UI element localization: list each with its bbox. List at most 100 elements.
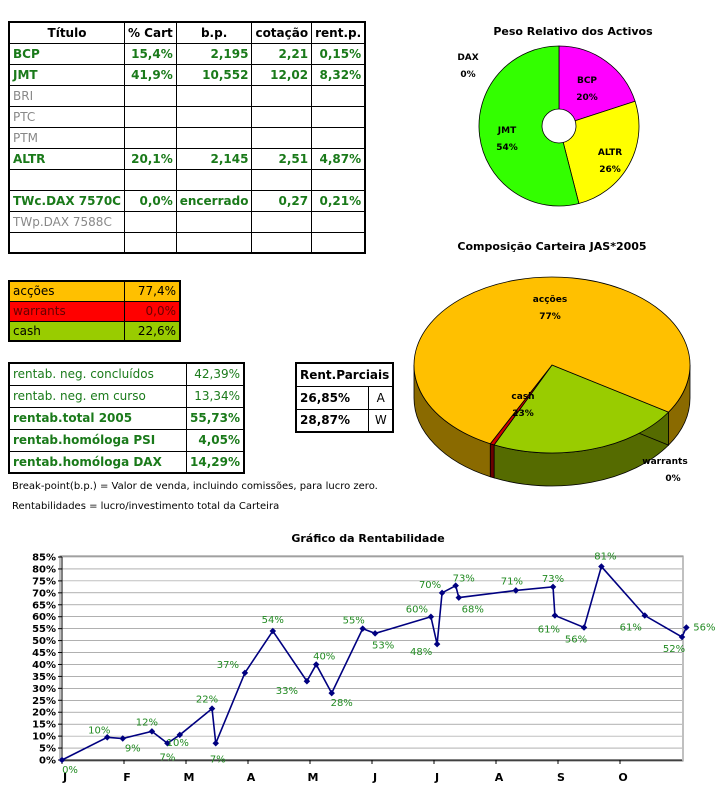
- cell-titulo: [8, 231, 125, 254]
- pie-slice-jmt: [478, 45, 580, 207]
- cell-rent-p: [311, 210, 366, 233]
- allocation-value: 22,6%: [123, 320, 181, 342]
- x-tick-label: S: [557, 771, 565, 784]
- table-row: JMT 41,9% 10,552 12,02 8,32%: [8, 63, 366, 86]
- y-tick-label: 5%: [39, 744, 56, 755]
- line-chart-title: Gráfico da Rentabilidade: [291, 532, 444, 545]
- y-tick-label: 75%: [32, 576, 56, 587]
- parciais-value: 28,87%: [295, 408, 370, 433]
- pie-slice-label: acções: [533, 295, 567, 305]
- rentabilidade-table: rentab. neg. concluídos 42,39% rentab. neg…: [8, 362, 245, 474]
- pie-chart-peso-relativo: Peso Relativo dos Activos BCP 20% ALTR 26% J…: [457, 25, 653, 207]
- rentabilidade-label: rentab.homóloga DAX: [8, 450, 188, 474]
- data-label: 81%: [594, 552, 616, 563]
- cell-bp: 2,195: [175, 42, 253, 65]
- data-point: [212, 740, 220, 747]
- pie-side-warrants: [489, 443, 495, 479]
- y-tick-label: 35%: [32, 672, 56, 683]
- header-pct-cart: % Cart: [123, 21, 177, 44]
- table-row: BCP 15,4% 2,195 2,21 0,15%: [8, 42, 366, 65]
- cell-titulo: BCP: [8, 42, 125, 65]
- data-label: 48%: [410, 647, 432, 658]
- cell-bp: [175, 84, 253, 107]
- data-point: [328, 689, 335, 697]
- cell-rent-p: [311, 126, 366, 149]
- pie-slice-altr: [558, 100, 640, 204]
- data-label: 10%: [167, 738, 189, 749]
- data-label: 37%: [217, 660, 239, 671]
- parciais-value: 26,85%: [295, 385, 370, 410]
- header-bp: b.p.: [175, 21, 253, 44]
- cell-titulo: ALTR: [8, 147, 125, 170]
- y-tick-label: 15%: [32, 720, 56, 731]
- data-label: 53%: [372, 640, 394, 651]
- y-tick-label: 85%: [32, 553, 56, 564]
- note-breakpoint: Break-point(b.p.) = Valor de venda, incl…: [12, 481, 378, 492]
- y-tick-label: 50%: [32, 636, 56, 647]
- allocation-row: acções 77,4%: [8, 280, 181, 302]
- data-point: [303, 677, 311, 685]
- y-tick-label: 0%: [39, 756, 56, 767]
- cell-cotacao: [251, 105, 313, 128]
- data-point: [164, 740, 171, 747]
- allocation-row: cash 22,6%: [8, 320, 181, 342]
- y-tick-label: 20%: [32, 708, 56, 719]
- cell-cotacao: 12,02: [251, 63, 313, 86]
- table-row: [8, 231, 366, 254]
- rentabilidade-row: rentab.total 2005 55,73%: [8, 406, 245, 430]
- parciais-period: W: [368, 408, 394, 433]
- allocation-label: cash: [8, 320, 125, 342]
- pie-slice-label: BCP: [577, 76, 597, 86]
- cell-titulo: PTC: [8, 105, 125, 128]
- cell-titulo: BRI: [8, 84, 125, 107]
- data-point: [104, 734, 111, 741]
- parciais-row: 28,87% W: [295, 408, 394, 433]
- pie-slice-label: JMT: [497, 126, 517, 136]
- pie-slice-acções: [413, 276, 691, 445]
- cell-rent-p: [311, 168, 366, 191]
- rentabilidade-value: 13,34%: [186, 384, 245, 408]
- allocation-table: acções 77,4% warrants 0,0% cash 22,6%: [8, 280, 181, 342]
- x-tick-label: J: [434, 771, 439, 784]
- y-tick-label: 65%: [32, 600, 56, 611]
- y-tick-label: 70%: [32, 588, 56, 599]
- cell-titulo: TWc.DAX 7570C: [8, 189, 125, 212]
- cell-bp: [175, 210, 253, 233]
- table-row: PTC: [8, 105, 366, 128]
- pie-slice-label: DAX: [457, 53, 478, 63]
- rent-parciais-header: Rent.Parciais: [295, 362, 394, 387]
- data-label: 33%: [276, 686, 298, 697]
- data-label: 73%: [453, 574, 475, 585]
- x-tick-label: J: [372, 771, 377, 784]
- allocation-label: acções: [8, 280, 125, 302]
- x-tick-label: M: [308, 771, 319, 784]
- pie-slice-pct: 20%: [576, 93, 598, 103]
- cell-titulo: [8, 168, 125, 191]
- rentabilidade-value: 4,05%: [186, 428, 245, 452]
- pie-slice-label: warrants: [642, 457, 687, 467]
- y-tick-label: 60%: [32, 612, 56, 623]
- data-label: 52%: [663, 644, 685, 655]
- data-label: 7%: [210, 754, 226, 765]
- allocation-value: 0,0%: [123, 300, 181, 322]
- rentabilidade-row: rentab.homóloga DAX 14,29%: [8, 450, 245, 474]
- data-label: 56%: [693, 622, 715, 633]
- x-tick-label: O: [618, 771, 627, 784]
- cell-rent-p: 8,32%: [311, 63, 366, 86]
- data-label: 0%: [62, 765, 78, 776]
- cell-cotacao: [251, 231, 313, 254]
- cell-pct-cart: [123, 210, 177, 233]
- pie-slice-pct: 54%: [496, 143, 518, 153]
- cell-cotacao: [251, 210, 313, 233]
- parciais-period: A: [368, 385, 394, 410]
- pie-slice-pct: 23%: [512, 409, 534, 419]
- data-label: 12%: [136, 717, 158, 728]
- table-row: BRI: [8, 84, 366, 107]
- series-line: [61, 564, 688, 761]
- data-label: 7%: [159, 752, 175, 763]
- data-point: [148, 728, 156, 735]
- data-label: 73%: [542, 574, 564, 585]
- pie-title: Peso Relativo dos Activos: [493, 25, 653, 38]
- allocation-row: warrants 0,0%: [8, 300, 181, 322]
- data-label: 68%: [462, 605, 484, 616]
